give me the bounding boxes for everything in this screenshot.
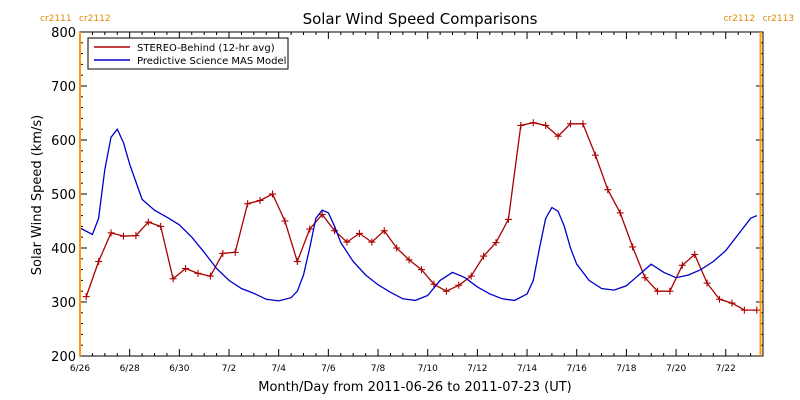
- stereo-data-point: [144, 218, 152, 226]
- stereo-data-point: [157, 222, 165, 230]
- x-tick-label: 7/4: [271, 364, 286, 374]
- stereo-data-point: [629, 243, 637, 251]
- stereo-data-point: [219, 249, 227, 257]
- stereo-data-point: [182, 265, 190, 273]
- stereo-data-point: [753, 306, 761, 314]
- stereo-data-point: [616, 209, 624, 217]
- stereo-data-point: [393, 244, 401, 252]
- stereo-data-point: [206, 272, 214, 280]
- stereo-data-point: [554, 132, 562, 140]
- stereo-data-point: [231, 248, 239, 256]
- stereo-data-point: [542, 121, 550, 129]
- legend-label-mas-model: Predictive Science MAS Model: [137, 56, 286, 67]
- stereo-data-point: [703, 279, 711, 287]
- stereo-data-point: [380, 227, 388, 235]
- stereo-data-point: [579, 120, 587, 128]
- stereo-data-point: [306, 225, 314, 233]
- x-axis-label: Month/Day from 2011-06-26 to 2011-07-23 …: [258, 380, 571, 395]
- carrington-label-next: cr2113: [763, 14, 795, 24]
- x-tick-label: 7/6: [321, 364, 336, 374]
- carrington-markers: cr2111 cr2112 cr2112 cr2113: [40, 14, 794, 356]
- stereo-data-point: [480, 252, 488, 260]
- stereo-data-point: [716, 295, 724, 303]
- x-tick-label: 7/14: [517, 364, 537, 374]
- x-tick-label: 7/10: [418, 364, 438, 374]
- y-axis-label: Solar Wind Speed (km/s): [30, 115, 45, 275]
- y-tick-label: 800: [51, 26, 76, 41]
- stereo-data-point: [591, 151, 599, 159]
- stereo-data-point: [604, 186, 612, 194]
- carrington-label-next: cr2112: [79, 14, 111, 24]
- y-tick-label: 200: [51, 350, 76, 365]
- stereo-data-point: [355, 229, 363, 237]
- stereo-data-point: [442, 287, 450, 295]
- stereo-data-point: [418, 266, 425, 274]
- x-tick-label: 7/12: [467, 364, 487, 374]
- chart-title: Solar Wind Speed Comparisons: [303, 10, 538, 28]
- stereo-data-point: [256, 196, 264, 204]
- x-tick-label: 7/18: [616, 364, 636, 374]
- stereo-data-point: [740, 306, 748, 314]
- x-tick-label: 7/2: [222, 364, 236, 374]
- x-tick-label: 6/26: [70, 364, 90, 374]
- stereo-data-point: [119, 232, 127, 240]
- stereo-data-point: [691, 250, 699, 258]
- x-tick-label: 6/30: [169, 364, 189, 374]
- stereo-data-point: [653, 287, 661, 295]
- stereo-data-point: [281, 217, 289, 225]
- legend-label-stereo: STEREO-Behind (12-hr avg): [137, 43, 275, 54]
- stereo-data-point: [132, 232, 140, 240]
- x-tick-label: 7/22: [716, 364, 736, 374]
- carrington-label-prev: cr2112: [724, 14, 756, 24]
- stereo-data-point: [567, 120, 575, 128]
- stereo-data-point: [368, 238, 376, 246]
- stereo-data-point: [95, 258, 103, 265]
- stereo-data-point: [728, 299, 736, 307]
- mas-model-series-line: [79, 127, 758, 302]
- stereo-data-point: [169, 275, 177, 283]
- y-tick-label: 600: [51, 134, 76, 149]
- stereo-data-point: [666, 287, 674, 295]
- stereo-data-point: [467, 272, 475, 280]
- stereo-data-point: [504, 215, 512, 223]
- x-tick-label: 7/8: [371, 364, 386, 374]
- y-tick-label: 500: [51, 188, 76, 203]
- stereo-data-point: [343, 238, 351, 246]
- stereo-data-point: [405, 256, 413, 264]
- chart-legend: STEREO-Behind (12-hr avg) Predictive Sci…: [87, 37, 289, 70]
- stereo-data-point: [293, 258, 301, 265]
- y-tick-label: 300: [51, 296, 76, 311]
- series-layer: [79, 119, 761, 314]
- stereo-data-point: [455, 281, 463, 289]
- stereo-data-point: [82, 293, 90, 301]
- stereo-data-point: [529, 119, 537, 127]
- stereo-data-point: [194, 269, 202, 277]
- legend-box: [87, 37, 289, 70]
- x-tick-label: 7/20: [666, 364, 686, 374]
- x-tick-label: 7/16: [567, 364, 587, 374]
- stereo-data-point: [492, 239, 500, 247]
- stereo-data-point: [517, 121, 525, 129]
- stereo-data-point: [318, 211, 326, 219]
- x-tick-label: 6/28: [120, 364, 140, 374]
- y-tick-label: 400: [51, 242, 76, 257]
- stereo-data-point: [107, 229, 115, 237]
- stereo-data-point: [678, 261, 686, 269]
- stereo-data-point: [641, 274, 649, 282]
- carrington-label-prev: cr2111: [40, 14, 72, 24]
- stereo-data-point: [244, 200, 252, 208]
- stereo-data-point: [268, 190, 276, 198]
- y-tick-label: 700: [51, 80, 76, 95]
